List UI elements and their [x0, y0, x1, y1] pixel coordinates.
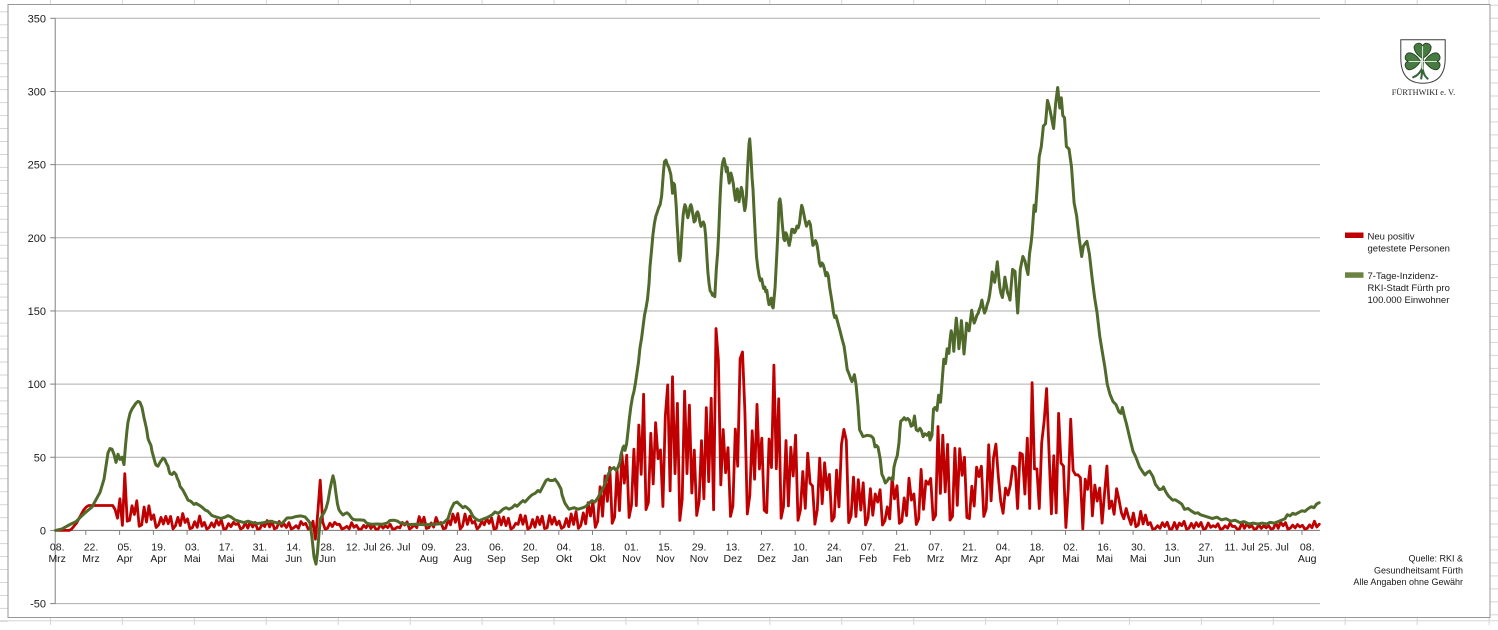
svg-text:FÜRTHWIKI e. V.: FÜRTHWIKI e. V.	[1392, 88, 1455, 97]
svg-text:Quelle: RKI &: Quelle: RKI &	[1408, 554, 1463, 564]
svg-text:-50: -50	[30, 599, 46, 611]
svg-text:Alle Angaben ohne Gewähr: Alle Angaben ohne Gewähr	[1353, 577, 1463, 587]
svg-text:Jun: Jun	[319, 553, 336, 565]
svg-text:Mai: Mai	[1096, 553, 1113, 565]
svg-text:Okt: Okt	[556, 553, 572, 565]
svg-text:08.: 08.	[1300, 542, 1315, 554]
svg-text:Nov: Nov	[690, 553, 709, 565]
svg-text:Jan: Jan	[792, 553, 809, 565]
svg-text:08.: 08.	[50, 542, 65, 554]
svg-text:02.: 02.	[1063, 542, 1078, 554]
svg-text:26. Jul: 26. Jul	[380, 542, 411, 554]
svg-text:300: 300	[28, 87, 46, 99]
svg-text:Mai: Mai	[1062, 553, 1079, 565]
svg-text:Mrz: Mrz	[961, 553, 979, 565]
svg-text:04.: 04.	[557, 542, 572, 554]
svg-text:100: 100	[28, 379, 46, 391]
svg-text:03.: 03.	[185, 542, 200, 554]
svg-text:24.: 24.	[827, 542, 842, 554]
svg-text:Mrz: Mrz	[927, 553, 945, 565]
svg-text:11. Jul: 11. Jul	[1225, 542, 1255, 554]
svg-text:05.: 05.	[117, 542, 132, 554]
svg-text:Apr: Apr	[150, 553, 167, 565]
svg-text:250: 250	[28, 160, 46, 172]
svg-text:19.: 19.	[151, 542, 166, 554]
svg-text:Sep: Sep	[521, 553, 540, 565]
svg-text:Mrz: Mrz	[48, 553, 66, 565]
svg-text:28.: 28.	[320, 542, 335, 554]
svg-text:15.: 15.	[658, 542, 673, 554]
svg-text:getestete Personen: getestete Personen	[1368, 244, 1450, 255]
svg-text:21.: 21.	[894, 542, 909, 554]
svg-text:Aug: Aug	[1298, 553, 1317, 565]
svg-text:Mai: Mai	[251, 553, 268, 565]
svg-text:04.: 04.	[996, 542, 1011, 554]
svg-text:Okt: Okt	[590, 553, 606, 565]
svg-text:06.: 06.	[489, 542, 504, 554]
svg-text:13.: 13.	[726, 542, 741, 554]
svg-text:Neu positiv: Neu positiv	[1368, 232, 1415, 243]
svg-text:Aug: Aug	[453, 553, 472, 565]
svg-text:23.: 23.	[455, 542, 470, 554]
svg-text:18.: 18.	[1030, 542, 1045, 554]
svg-text:31.: 31.	[253, 542, 268, 554]
svg-text:Sep: Sep	[487, 553, 506, 565]
svg-text:25. Jul: 25. Jul	[1258, 542, 1289, 554]
svg-text:Feb: Feb	[859, 553, 877, 565]
svg-text:50: 50	[34, 452, 46, 464]
svg-text:Gesundheitsamt Fürth: Gesundheitsamt Fürth	[1374, 566, 1463, 576]
svg-text:Jun: Jun	[285, 553, 302, 565]
svg-text:18.: 18.	[590, 542, 605, 554]
svg-text:30.: 30.	[1131, 542, 1146, 554]
svg-text:Apr: Apr	[995, 553, 1012, 565]
svg-text:21.: 21.	[962, 542, 977, 554]
svg-text:Nov: Nov	[656, 553, 675, 565]
svg-text:20.: 20.	[523, 542, 538, 554]
svg-text:Nov: Nov	[622, 553, 641, 565]
svg-text:17.: 17.	[219, 542, 234, 554]
svg-text:16.: 16.	[1097, 542, 1112, 554]
svg-text:27.: 27.	[759, 542, 774, 554]
svg-text:Apr: Apr	[1029, 553, 1046, 565]
svg-text:Jan: Jan	[826, 553, 843, 565]
svg-text:10.: 10.	[793, 542, 808, 554]
svg-text:01.: 01.	[624, 542, 639, 554]
svg-text:Mai: Mai	[184, 553, 201, 565]
svg-text:12. Jul: 12. Jul	[346, 542, 377, 554]
svg-text:07.: 07.	[861, 542, 876, 554]
svg-text:200: 200	[28, 233, 46, 245]
svg-text:Jun: Jun	[1197, 553, 1214, 565]
svg-text:Mrz: Mrz	[82, 553, 100, 565]
svg-text:Apr: Apr	[117, 553, 134, 565]
svg-text:Feb: Feb	[893, 553, 911, 565]
svg-text:150: 150	[28, 306, 46, 318]
svg-text:Jun: Jun	[1164, 553, 1181, 565]
svg-text:29.: 29.	[692, 542, 707, 554]
svg-text:Dez: Dez	[757, 553, 776, 565]
svg-text:13.: 13.	[1165, 542, 1180, 554]
svg-text:RKI-Stadt Fürth pro: RKI-Stadt Fürth pro	[1368, 283, 1450, 294]
svg-text:350: 350	[28, 13, 46, 25]
svg-text:22.: 22.	[84, 542, 99, 554]
svg-text:100.000 Einwohner: 100.000 Einwohner	[1368, 295, 1450, 306]
svg-text:Dez: Dez	[724, 553, 743, 565]
svg-text:Mai: Mai	[1130, 553, 1147, 565]
svg-text:14.: 14.	[286, 542, 301, 554]
svg-text:09.: 09.	[421, 542, 436, 554]
svg-text:7-Tage-Inzidenz-: 7-Tage-Inzidenz-	[1368, 271, 1439, 282]
svg-text:0: 0	[40, 525, 46, 537]
svg-text:27.: 27.	[1198, 542, 1213, 554]
svg-text:Aug: Aug	[419, 553, 438, 565]
svg-text:Mai: Mai	[218, 553, 235, 565]
svg-text:07.: 07.	[928, 542, 943, 554]
